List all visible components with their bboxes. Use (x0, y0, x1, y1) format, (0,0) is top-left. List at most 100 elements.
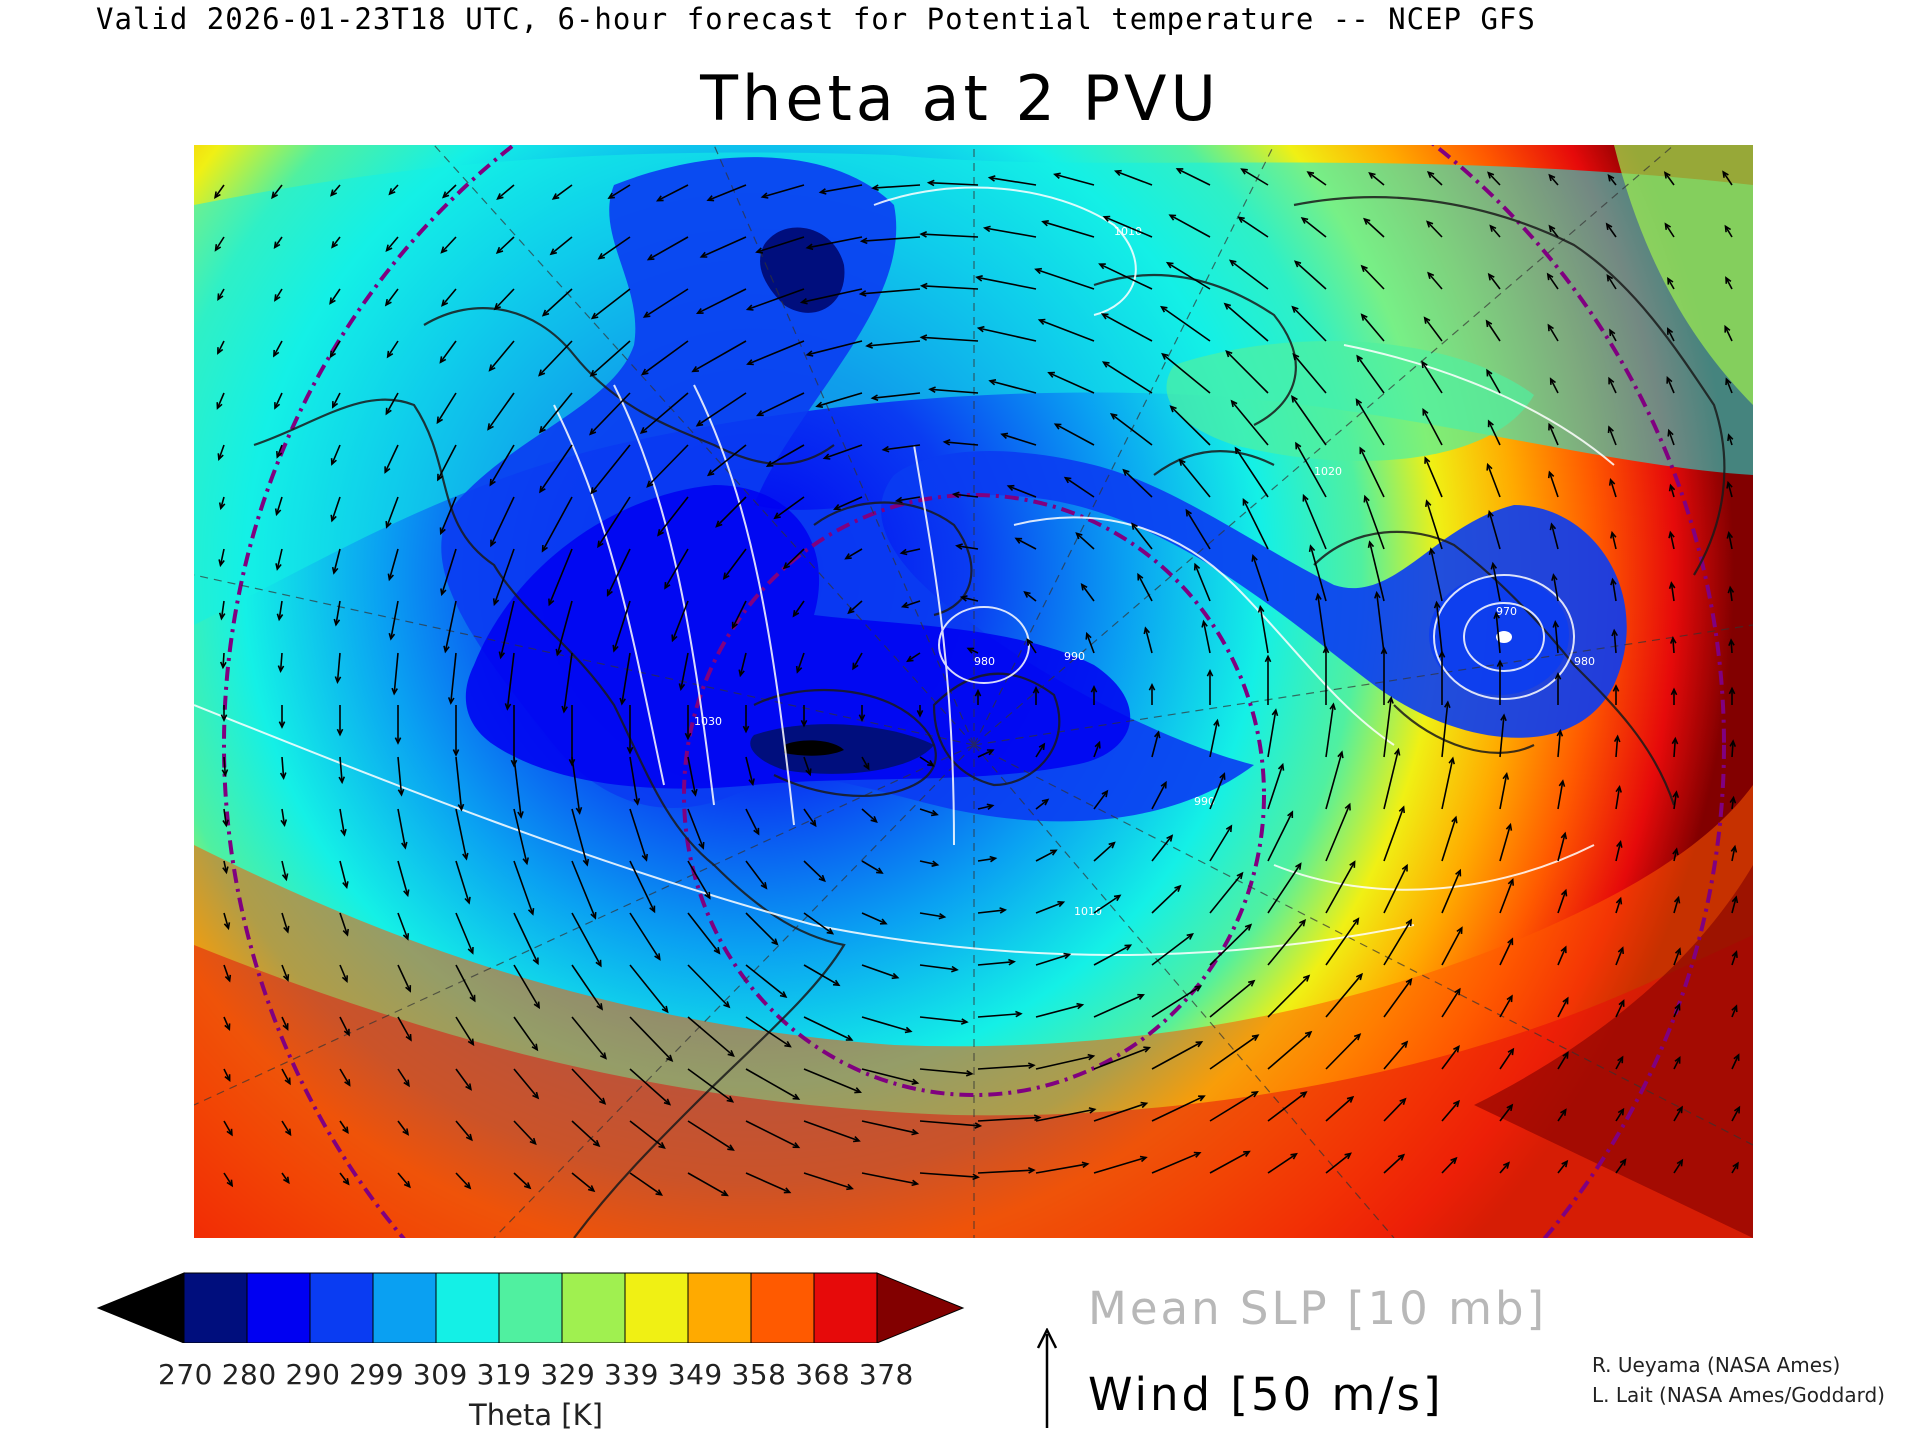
wind-vector-head (1485, 319, 1493, 328)
wind-vector-head (853, 1136, 861, 1143)
wind-vector-head (447, 697, 455, 705)
wind-vector (1325, 804, 1351, 862)
wind-vector-head (385, 521, 392, 529)
wind-vector-head (646, 254, 655, 261)
wind-vector (440, 496, 457, 534)
wind-vector-head (531, 1043, 539, 1052)
wind-vector (1441, 702, 1449, 758)
wind-reference-arrow-icon (1036, 1328, 1058, 1428)
wind-vector (919, 860, 938, 866)
wind-vector (629, 860, 656, 912)
wind-vector (223, 1016, 231, 1030)
isobar-label: 1030 (694, 715, 722, 728)
tropical-darkred-band (1474, 865, 1753, 1238)
wind-vector-head (1028, 1062, 1036, 1069)
wind-vector (1554, 621, 1559, 654)
wind-vector-head (988, 379, 997, 386)
wind-vector-head (833, 503, 841, 511)
wind-vector-head (1401, 1040, 1409, 1048)
wind-vector-head (1008, 958, 1016, 966)
wind-vector-head (1507, 877, 1514, 886)
wind-vector-head (222, 866, 229, 875)
wind-vector (745, 912, 778, 945)
wind-vector (222, 652, 225, 668)
wind-vector-head (1193, 562, 1201, 571)
wind-vector (336, 652, 341, 683)
wind-vector (542, 288, 573, 316)
wind-vector-head (1033, 1114, 1042, 1122)
wind-vector-head (658, 1142, 666, 1149)
wind-vector-head (331, 401, 339, 409)
wind-vector-head (844, 553, 852, 560)
wind-vector (1426, 221, 1443, 238)
wind-vector-head (1454, 987, 1461, 996)
wind-vector-head (1251, 553, 1258, 562)
wind-vector-head (590, 487, 598, 495)
wind-vector (281, 1172, 290, 1184)
wind-vector (1035, 1055, 1094, 1070)
wind-vector (1606, 223, 1617, 238)
latitude-circle-inner (682, 493, 1266, 1097)
cutoff-low-center (1496, 631, 1512, 643)
wind-vector (489, 340, 515, 371)
wind-vector (1666, 377, 1675, 394)
wind-vector (455, 964, 476, 1002)
wind-vector (783, 548, 805, 569)
wind-vector-head (1124, 944, 1133, 951)
wind-vector-head (906, 655, 914, 663)
wind-vector (1673, 1159, 1683, 1174)
wind-vector (1615, 1108, 1624, 1122)
wind-vector (1486, 370, 1501, 394)
wind-vector (223, 1172, 233, 1187)
colorbar-tick-label: 329 (540, 1358, 596, 1391)
wind-vector-head (1168, 214, 1177, 221)
wind-vector (1668, 430, 1675, 446)
wind-vector (1035, 953, 1070, 966)
wind-vector-head (1724, 324, 1731, 333)
wind-vector-head (771, 938, 779, 946)
wind-vector-head (1422, 407, 1429, 416)
wind-vector (1724, 326, 1733, 342)
wind-vector (1615, 898, 1622, 914)
wind-vector-head (1143, 626, 1151, 635)
vortex-deep-core-north (760, 227, 845, 313)
wind-vector-head (1080, 583, 1088, 591)
wind-vector (1731, 846, 1736, 862)
wind-vector (397, 1068, 410, 1087)
wind-vector-head (1676, 1158, 1684, 1167)
wind-vector-head (1502, 771, 1510, 780)
wind-vector (762, 184, 805, 198)
wind-vector-head (333, 618, 341, 627)
wind-vector (1368, 541, 1385, 602)
wind-vector-head (1502, 1161, 1511, 1169)
wind-vector (1035, 1108, 1095, 1122)
wind-vector-head (1243, 1150, 1251, 1157)
wind-vector-head (214, 244, 222, 252)
wind-vector (281, 860, 288, 880)
wind-vector-head (527, 908, 535, 916)
wind-vector-head (1433, 600, 1441, 609)
wind-vector-head (760, 882, 768, 890)
wind-vector-head (792, 1142, 801, 1149)
colorbar-over-triangle (876, 1272, 965, 1343)
wind-vector (339, 808, 346, 835)
wind-vector (571, 964, 603, 1010)
wind-vector-head (1731, 950, 1738, 958)
wind-vector-head (695, 420, 704, 427)
wind-vector (1609, 329, 1617, 342)
wind-vector-head (342, 1126, 349, 1135)
colorbar-tick-label: 339 (604, 1358, 659, 1391)
wind-vector (824, 444, 863, 460)
wind-vector-head (1561, 1159, 1569, 1168)
wind-vector (591, 288, 631, 319)
colorbar-tick-label: 378 (858, 1358, 914, 1391)
wind-vector-head (1148, 682, 1156, 691)
wind-vector (590, 340, 631, 377)
wind-vector-head (597, 540, 604, 549)
wind-vector-head (548, 598, 555, 607)
wind-vector (571, 912, 602, 967)
wind-vector-head (1292, 352, 1300, 361)
wind-vector-head (1546, 272, 1554, 281)
wind-vectors (214, 168, 1741, 1197)
wind-vector (223, 1120, 233, 1136)
